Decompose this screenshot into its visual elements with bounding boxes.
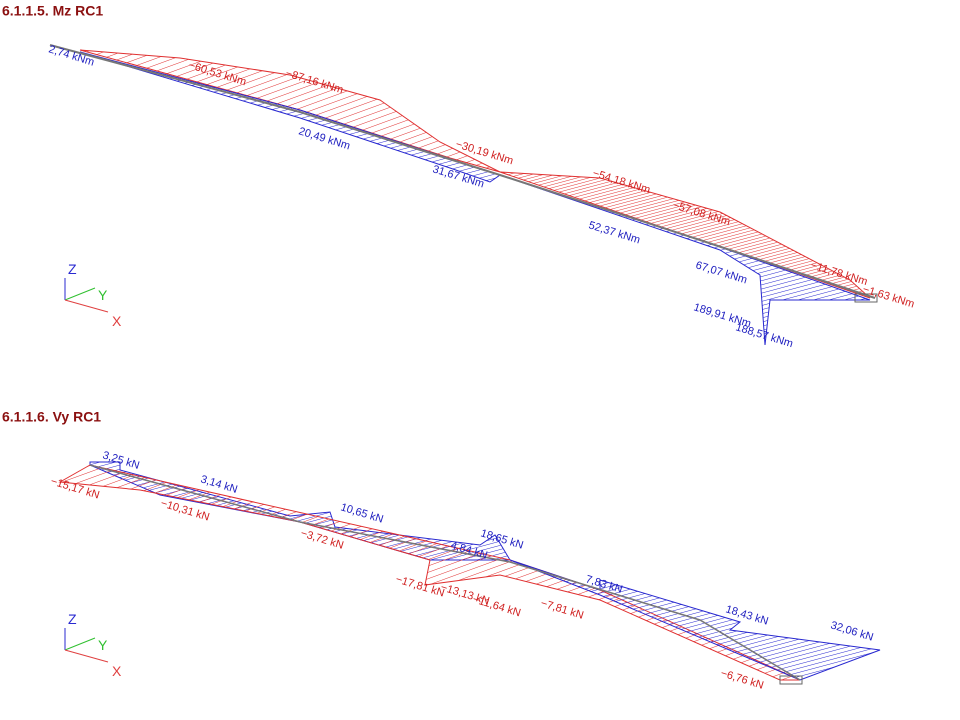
value-label: −1,63 kNm [861, 283, 916, 310]
axis-x: X [112, 313, 122, 329]
axis-z: Z [68, 261, 77, 277]
value-label: 32,06 kN [829, 619, 875, 643]
axis-y: Y [98, 287, 108, 303]
axis-y: Y [98, 637, 108, 653]
mz-diagram [49, 44, 878, 346]
value-label: −7,81 kN [539, 597, 585, 621]
value-label: −6,76 kN [719, 667, 765, 691]
section-title: 6.1.1.6. Vy RC1 [2, 409, 101, 425]
axis-z: Z [68, 611, 77, 627]
value-label: 52,37 kNm [587, 219, 641, 246]
value-label: 67,07 kNm [694, 259, 748, 286]
axis-triads [64, 278, 109, 663]
section-title: 6.1.1.5. Mz RC1 [2, 3, 103, 19]
axis-x: X [112, 663, 122, 679]
value-label: −11,64 kN [471, 593, 522, 619]
value-label: 2,74 kNm [47, 43, 96, 68]
vy-diagram [58, 461, 881, 685]
value-label: 10,65 kN [339, 501, 385, 525]
